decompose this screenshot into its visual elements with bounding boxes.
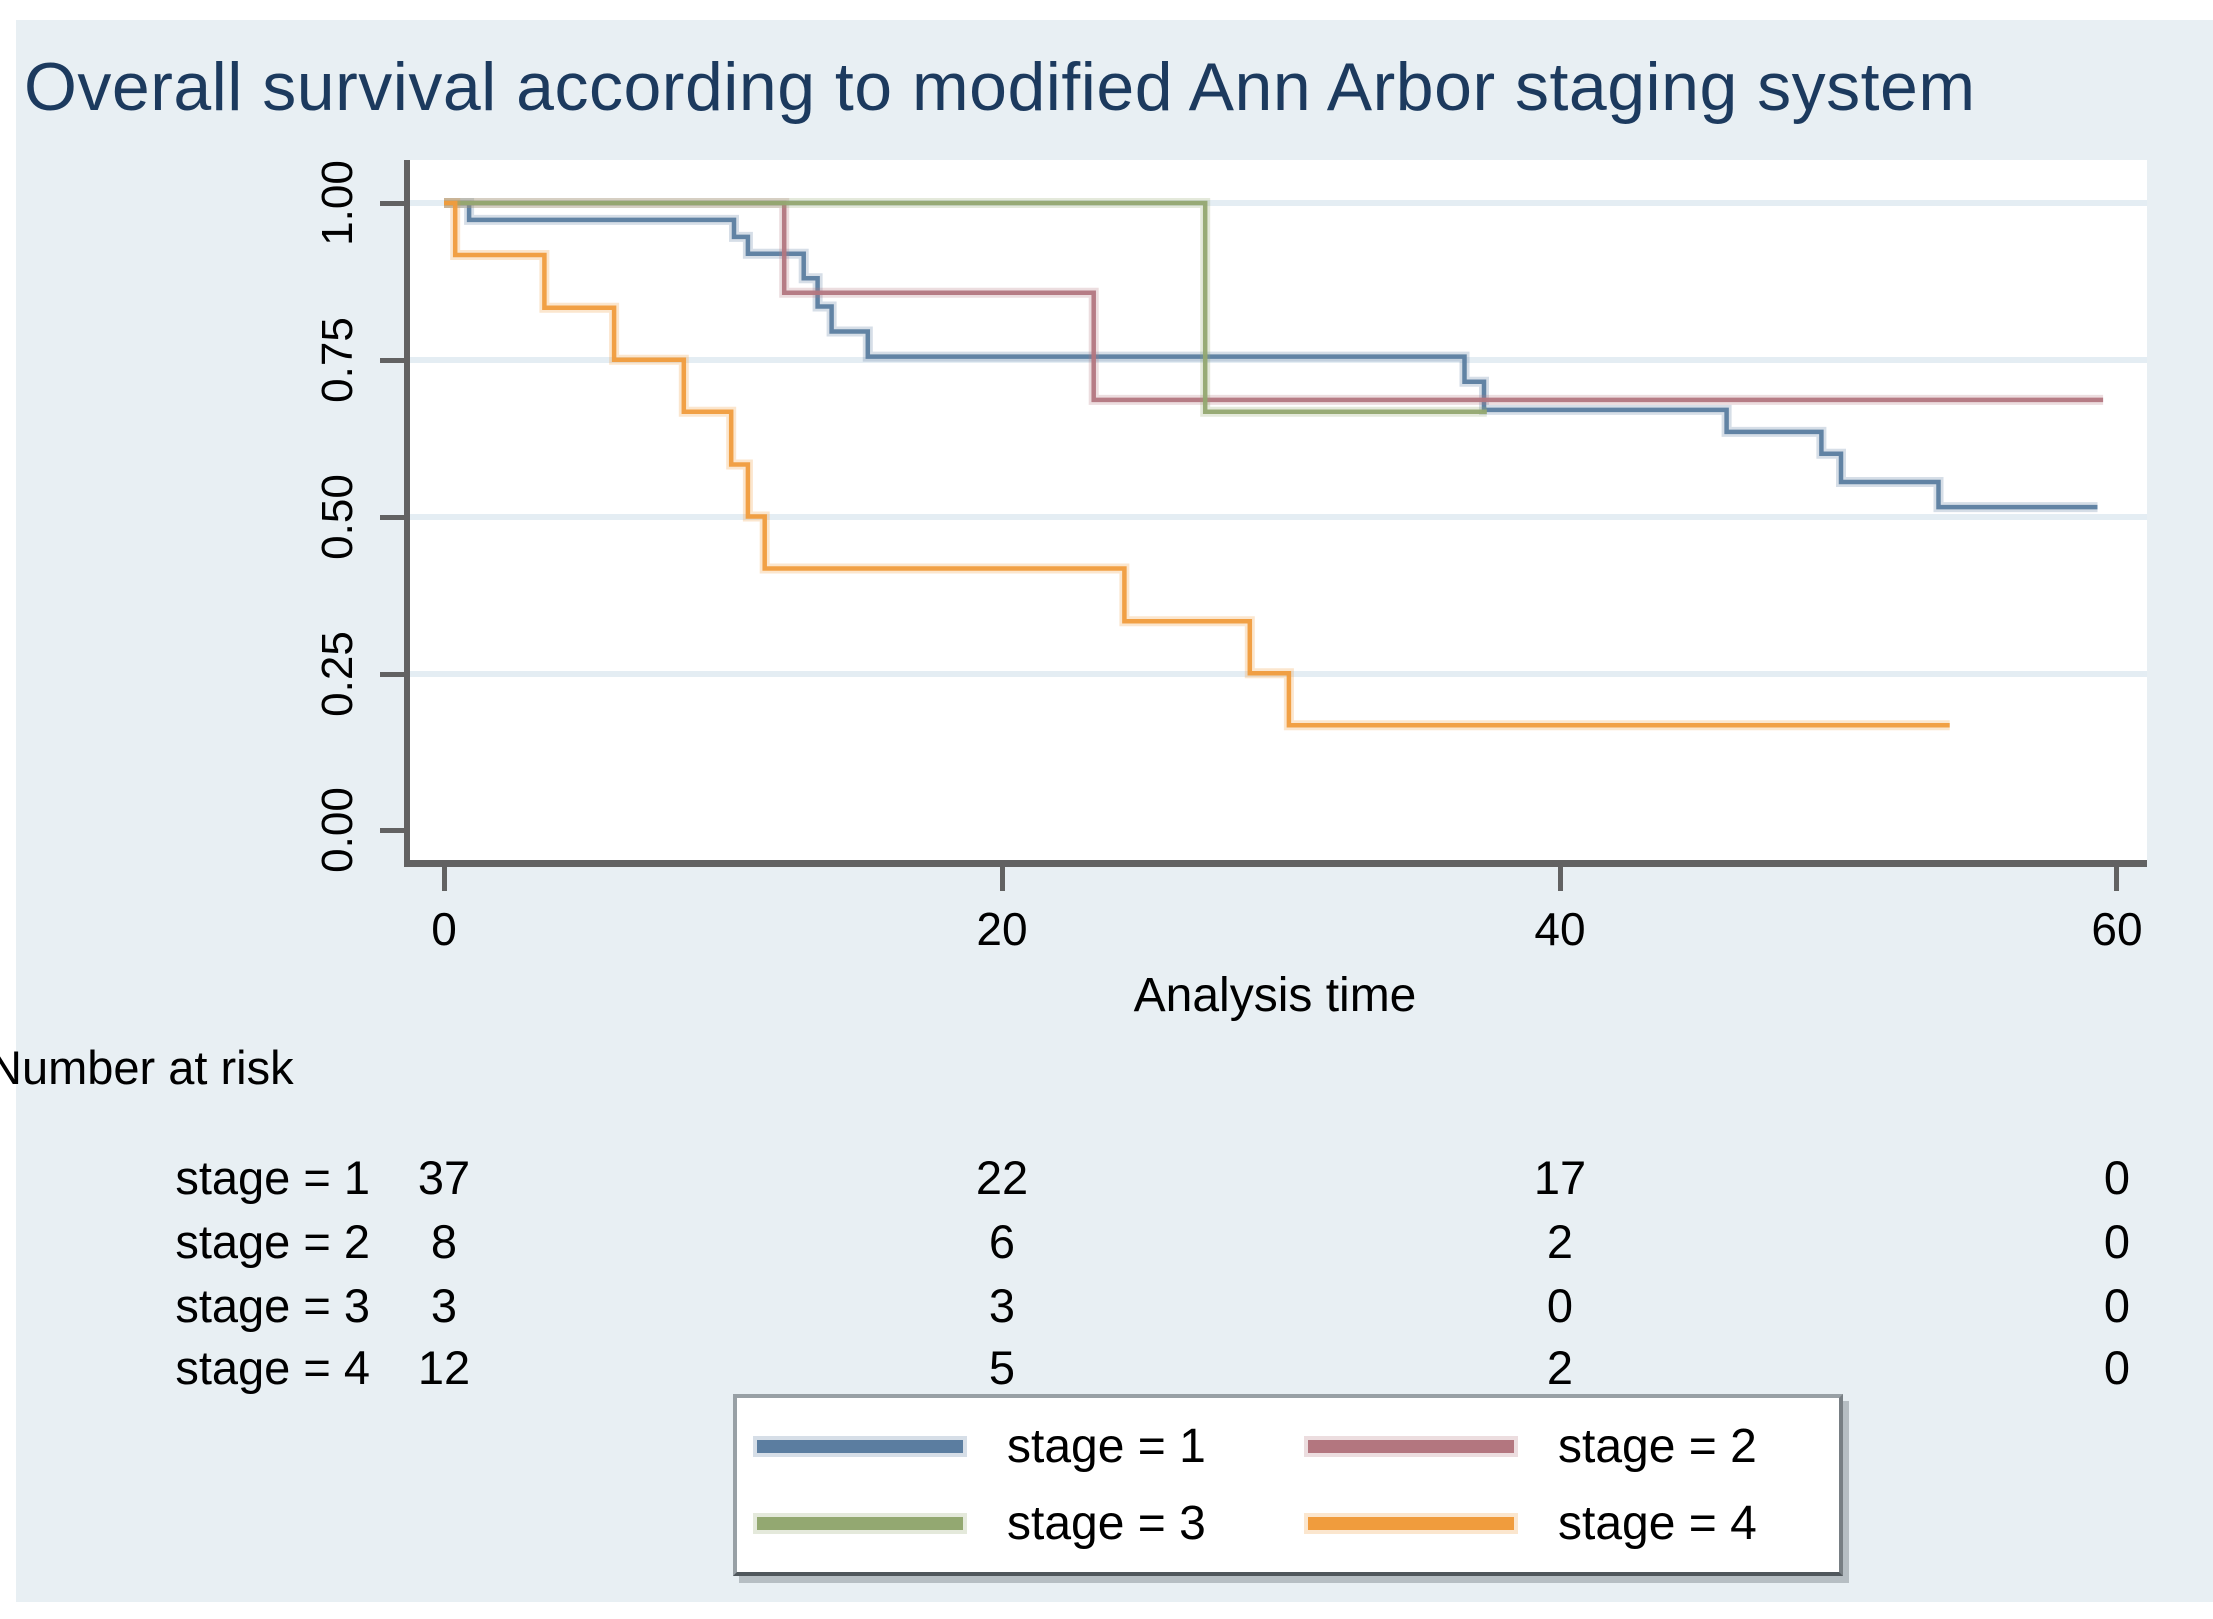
x-tick-40 (1558, 867, 1563, 891)
legend-label: stage = 2 (1558, 1420, 1757, 1474)
legend-item-stage-1: stage = 1 (737, 1419, 1288, 1474)
gridline-0.75 (404, 357, 2147, 363)
x-tick-label: 0 (431, 903, 457, 955)
at-risk-value: 3 (430, 1279, 458, 1332)
gridline-0.50 (404, 514, 2147, 520)
y-tick-0.25 (380, 672, 404, 677)
at-risk-row-label: stage = 2 (175, 1215, 370, 1268)
x-tick-20 (1000, 867, 1005, 891)
at-risk-heading: Number at risk (0, 1041, 294, 1094)
y-tick-0.75 (380, 358, 404, 363)
legend: stage = 1 stage = 2 stage = 3 stage = 4 (733, 1394, 1843, 1576)
x-tick-60 (2114, 867, 2119, 891)
survival-curve-stage-4 (444, 200, 1950, 728)
at-risk-value: 3 (988, 1279, 1016, 1332)
survival-curve-stage-3 (444, 200, 1487, 415)
at-risk-value: 12 (417, 1341, 471, 1394)
legend-item-stage-3: stage = 3 (737, 1496, 1288, 1551)
survival-curve-stage-2 (444, 200, 2104, 403)
at-risk-value: 22 (975, 1151, 1029, 1204)
legend-item-stage-4: stage = 4 (1288, 1496, 1839, 1551)
chart-title: Overall survival according to modified A… (24, 49, 1976, 125)
at-risk-row-label: stage = 3 (175, 1279, 370, 1332)
at-risk-row-label: stage = 1 (175, 1151, 370, 1204)
legend-row: stage = 1 stage = 2 (737, 1419, 1839, 1474)
x-axis-title: Analysis time (1133, 969, 1417, 1022)
x-tick-label: 20 (976, 903, 1028, 955)
stage-1-line-swatch (757, 1440, 963, 1454)
x-tick-label: 40 (1534, 903, 1586, 955)
at-risk-value: 2 (1546, 1215, 1574, 1268)
y-tick-0.00 (380, 828, 404, 833)
legend-label: stage = 1 (1007, 1420, 1206, 1474)
y-axis-line (404, 160, 410, 867)
gridline-1.00 (404, 200, 2147, 206)
at-risk-row-label: stage = 4 (175, 1341, 370, 1394)
legend-item-stage-2: stage = 2 (1288, 1419, 1839, 1474)
legend-row: stage = 3 stage = 4 (737, 1496, 1839, 1551)
at-risk-value: 0 (2103, 1341, 2131, 1394)
y-tick-1.00 (380, 201, 404, 206)
stage-3-line-swatch (757, 1516, 963, 1530)
at-risk-value: 0 (2103, 1215, 2131, 1268)
stage-2-line-swatch (1308, 1440, 1514, 1454)
survival-curve-stage-4 (444, 198, 1950, 731)
at-risk-value: 0 (2103, 1151, 2131, 1204)
x-tick-0 (442, 867, 447, 891)
x-axis-line (404, 860, 2147, 867)
at-risk-value: 37 (417, 1151, 471, 1204)
at-risk-value: 5 (988, 1341, 1016, 1394)
at-risk-value: 8 (430, 1215, 458, 1268)
survival-curve-stage-2 (444, 198, 2104, 405)
at-risk-value: 17 (1533, 1151, 1587, 1204)
at-risk-value: 0 (1546, 1279, 1574, 1332)
at-risk-value: 2 (1546, 1341, 1574, 1394)
at-risk-value: 0 (2103, 1279, 2131, 1332)
survival-curve-stage-1 (444, 200, 2098, 510)
x-tick-label: 60 (2091, 903, 2143, 955)
legend-label: stage = 3 (1007, 1496, 1206, 1550)
plot-area (404, 160, 2147, 864)
at-risk-value: 6 (988, 1215, 1016, 1268)
legend-label: stage = 4 (1558, 1496, 1757, 1550)
stage-4-line-swatch (1308, 1516, 1514, 1530)
y-tick-0.50 (380, 515, 404, 520)
